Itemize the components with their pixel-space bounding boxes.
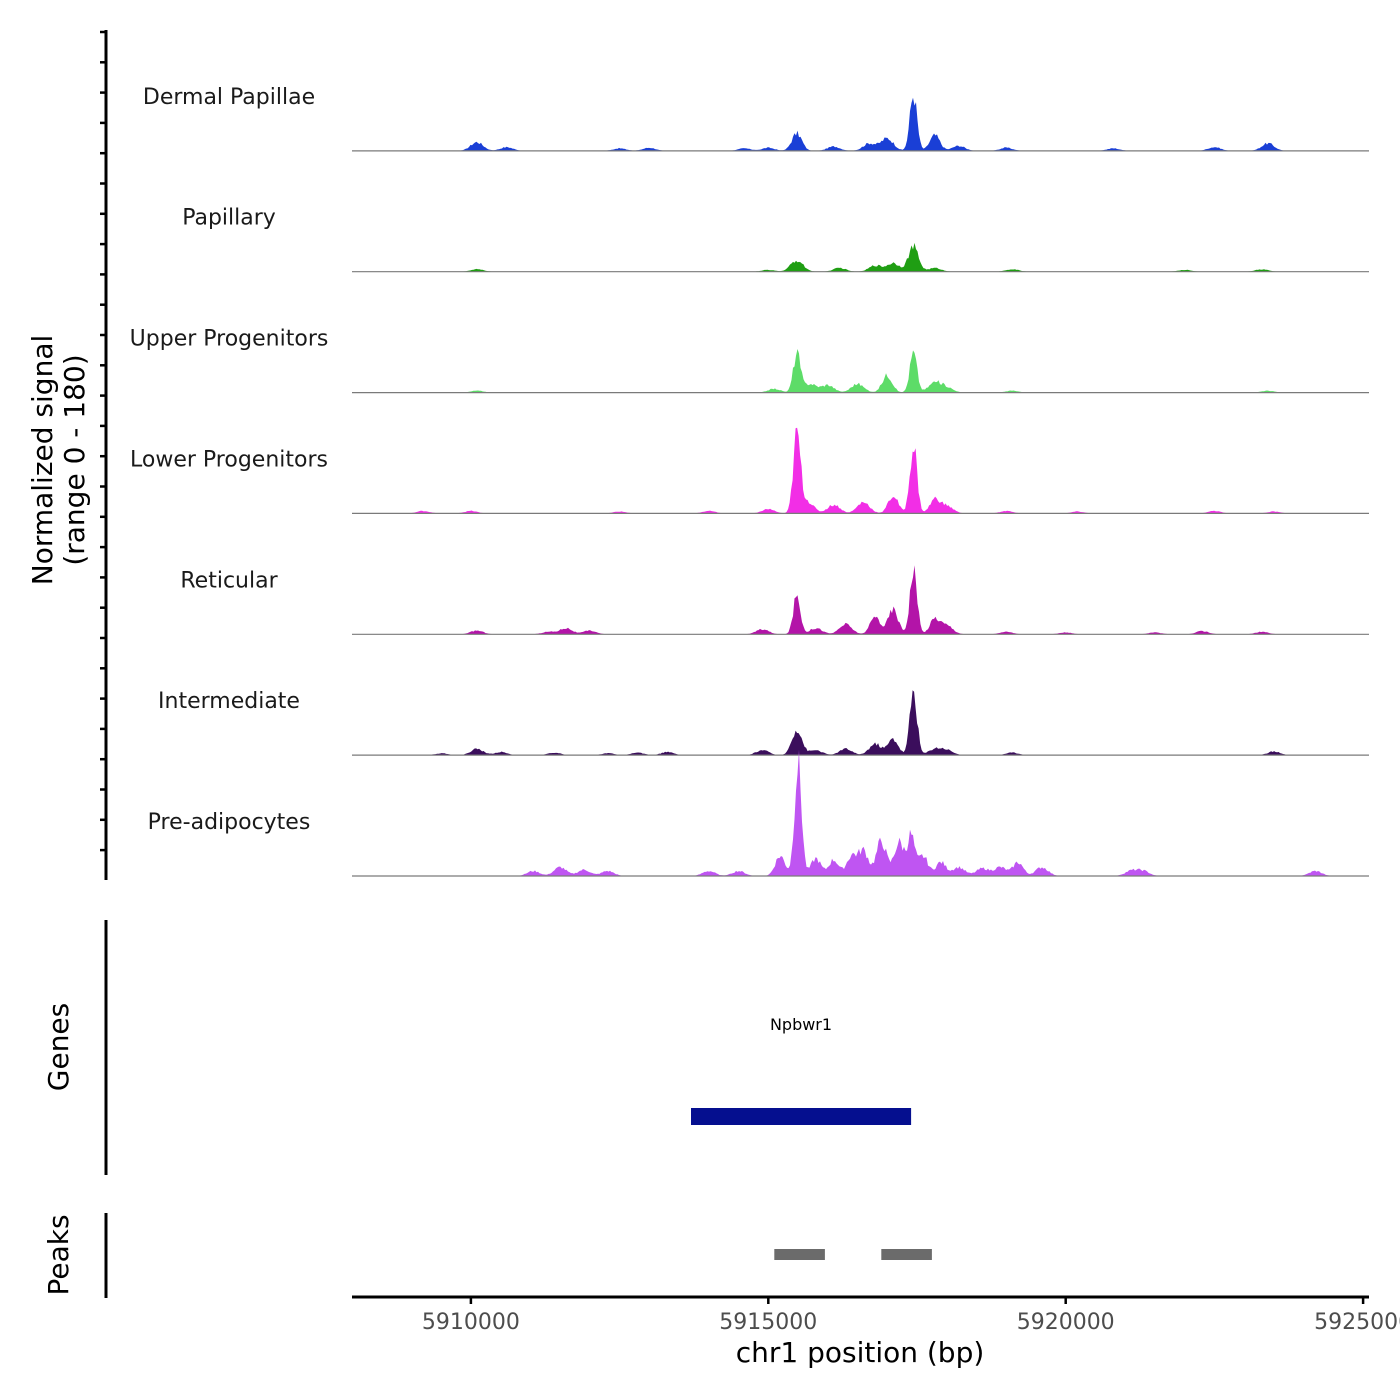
track-group: Pre-adipocytes	[148, 749, 1369, 877]
signal-area	[352, 565, 1369, 635]
peak-region	[881, 1249, 932, 1260]
track-label: Papillary	[182, 206, 276, 231]
x-tick-label: 5920000	[1017, 1310, 1115, 1335]
track-label: Intermediate	[158, 689, 300, 714]
track-group: Intermediate	[158, 689, 1370, 756]
coverage-tracks: Dermal Papillae Papillary Upper Progenitor…	[130, 85, 1370, 877]
x-tick-label: 5915000	[719, 1310, 817, 1335]
track-label: Reticular	[180, 568, 278, 593]
signal-area	[352, 242, 1369, 272]
genes-track-label: Genes	[42, 1003, 75, 1091]
gene-label: Npbwr1	[770, 1015, 832, 1034]
track-label: Dermal Papillae	[143, 85, 315, 110]
peaks-track	[774, 1249, 932, 1260]
peaks-track-label: Peaks	[42, 1214, 75, 1295]
x-tick-label: 5925000	[1314, 1310, 1400, 1335]
track-group: Upper Progenitors	[130, 327, 1369, 394]
x-axis-title: chr1 position (bp)	[736, 1336, 985, 1369]
track-group: Reticular	[180, 565, 1369, 635]
signal-area	[352, 749, 1369, 876]
signal-area	[399, 690, 1370, 756]
genes-track: Npbwr1	[691, 1015, 912, 1125]
track-label: Upper Progenitors	[130, 327, 329, 352]
signal-area	[352, 349, 1369, 393]
x-axis: 5910000 5915000 5920000 5925000	[352, 1295, 1400, 1335]
coverage-y-axis	[100, 30, 108, 880]
peak-region	[774, 1249, 825, 1260]
signal-area	[399, 427, 1370, 514]
track-group: Papillary	[182, 206, 1369, 273]
y-axis-title-range: (range 0 - 180)	[58, 354, 91, 565]
track-label: Pre-adipocytes	[148, 810, 311, 835]
gene-body	[691, 1108, 912, 1125]
track-group: Lower Progenitors	[130, 427, 1370, 515]
y-axis-title: Normalized signal	[26, 335, 59, 586]
track-label: Lower Progenitors	[130, 447, 328, 472]
signal-area	[352, 97, 1369, 151]
x-tick-label: 5910000	[422, 1310, 520, 1335]
track-group: Dermal Papillae	[143, 85, 1369, 152]
